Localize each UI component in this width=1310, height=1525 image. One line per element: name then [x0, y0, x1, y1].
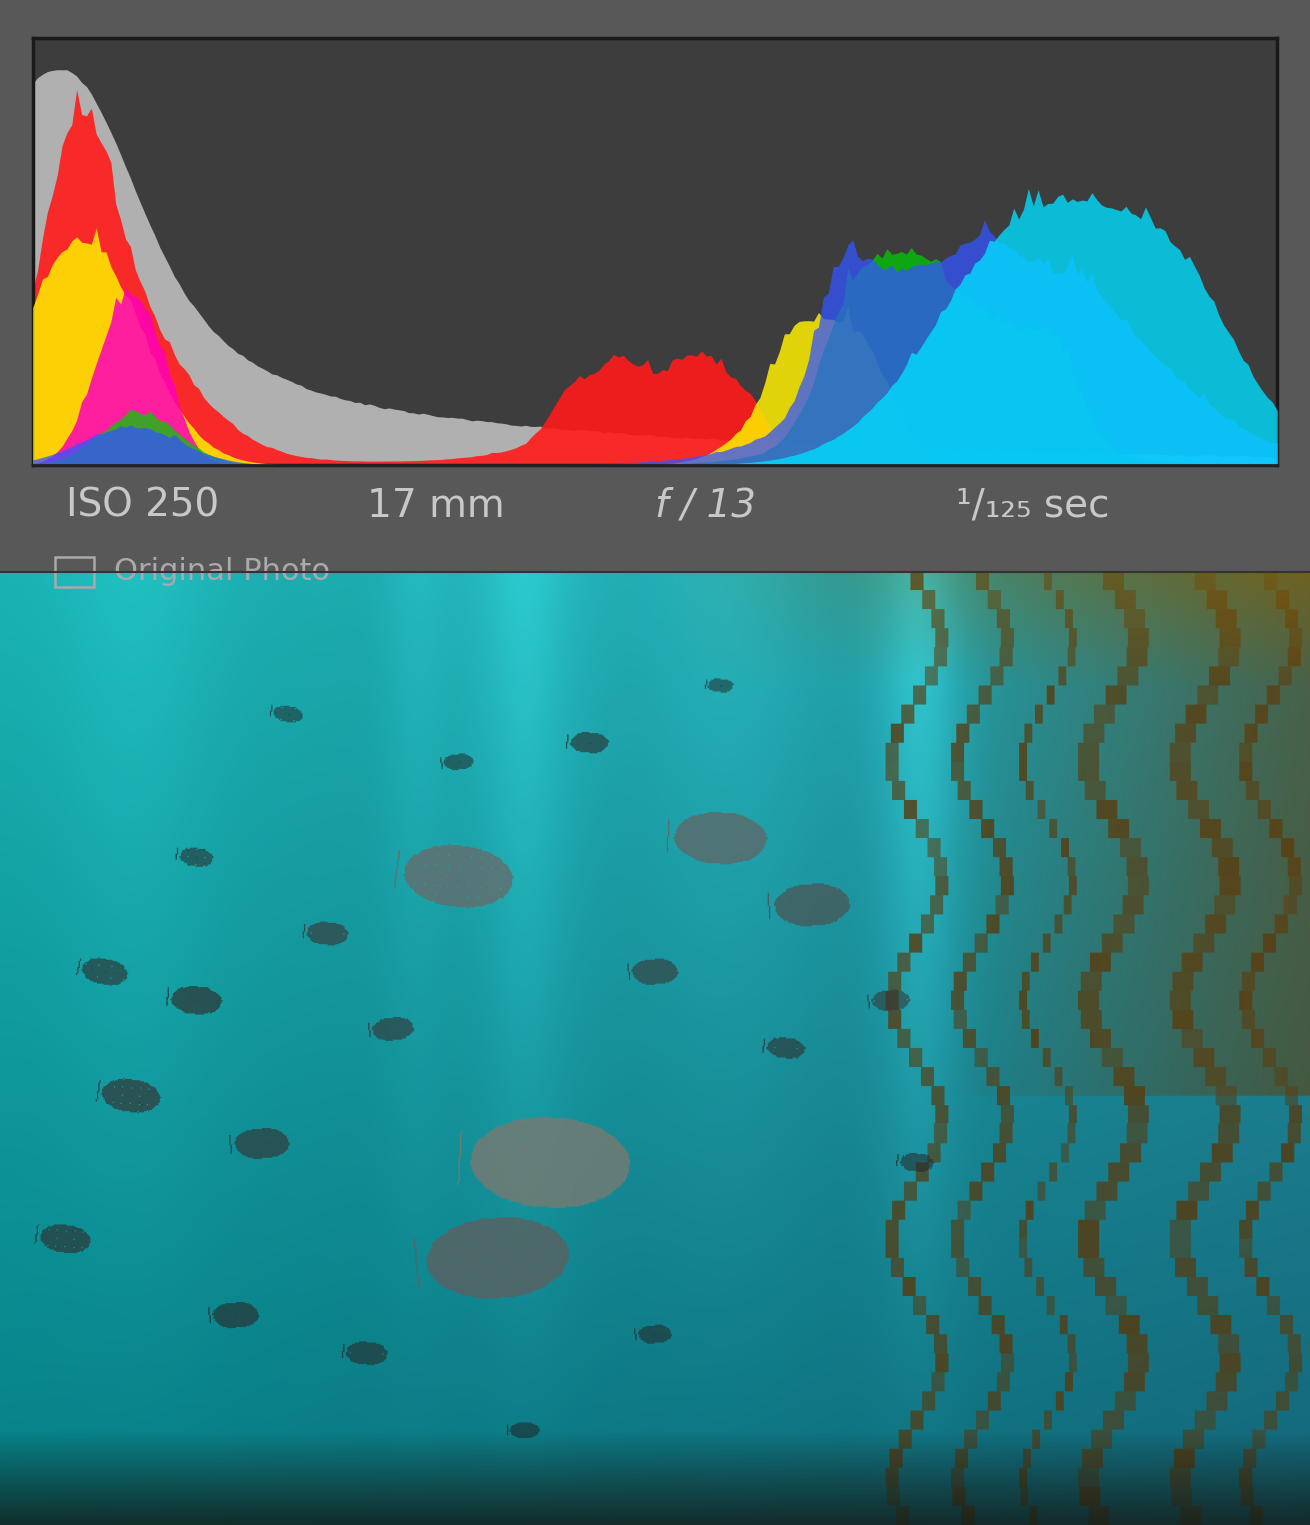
Text: ¹/₁₂₅ sec: ¹/₁₂₅ sec [956, 486, 1110, 525]
Text: ISO 250: ISO 250 [66, 486, 219, 525]
Text: f / 13: f / 13 [655, 486, 756, 525]
Text: 17 mm: 17 mm [367, 486, 504, 525]
Text: Original Photo: Original Photo [114, 557, 330, 587]
